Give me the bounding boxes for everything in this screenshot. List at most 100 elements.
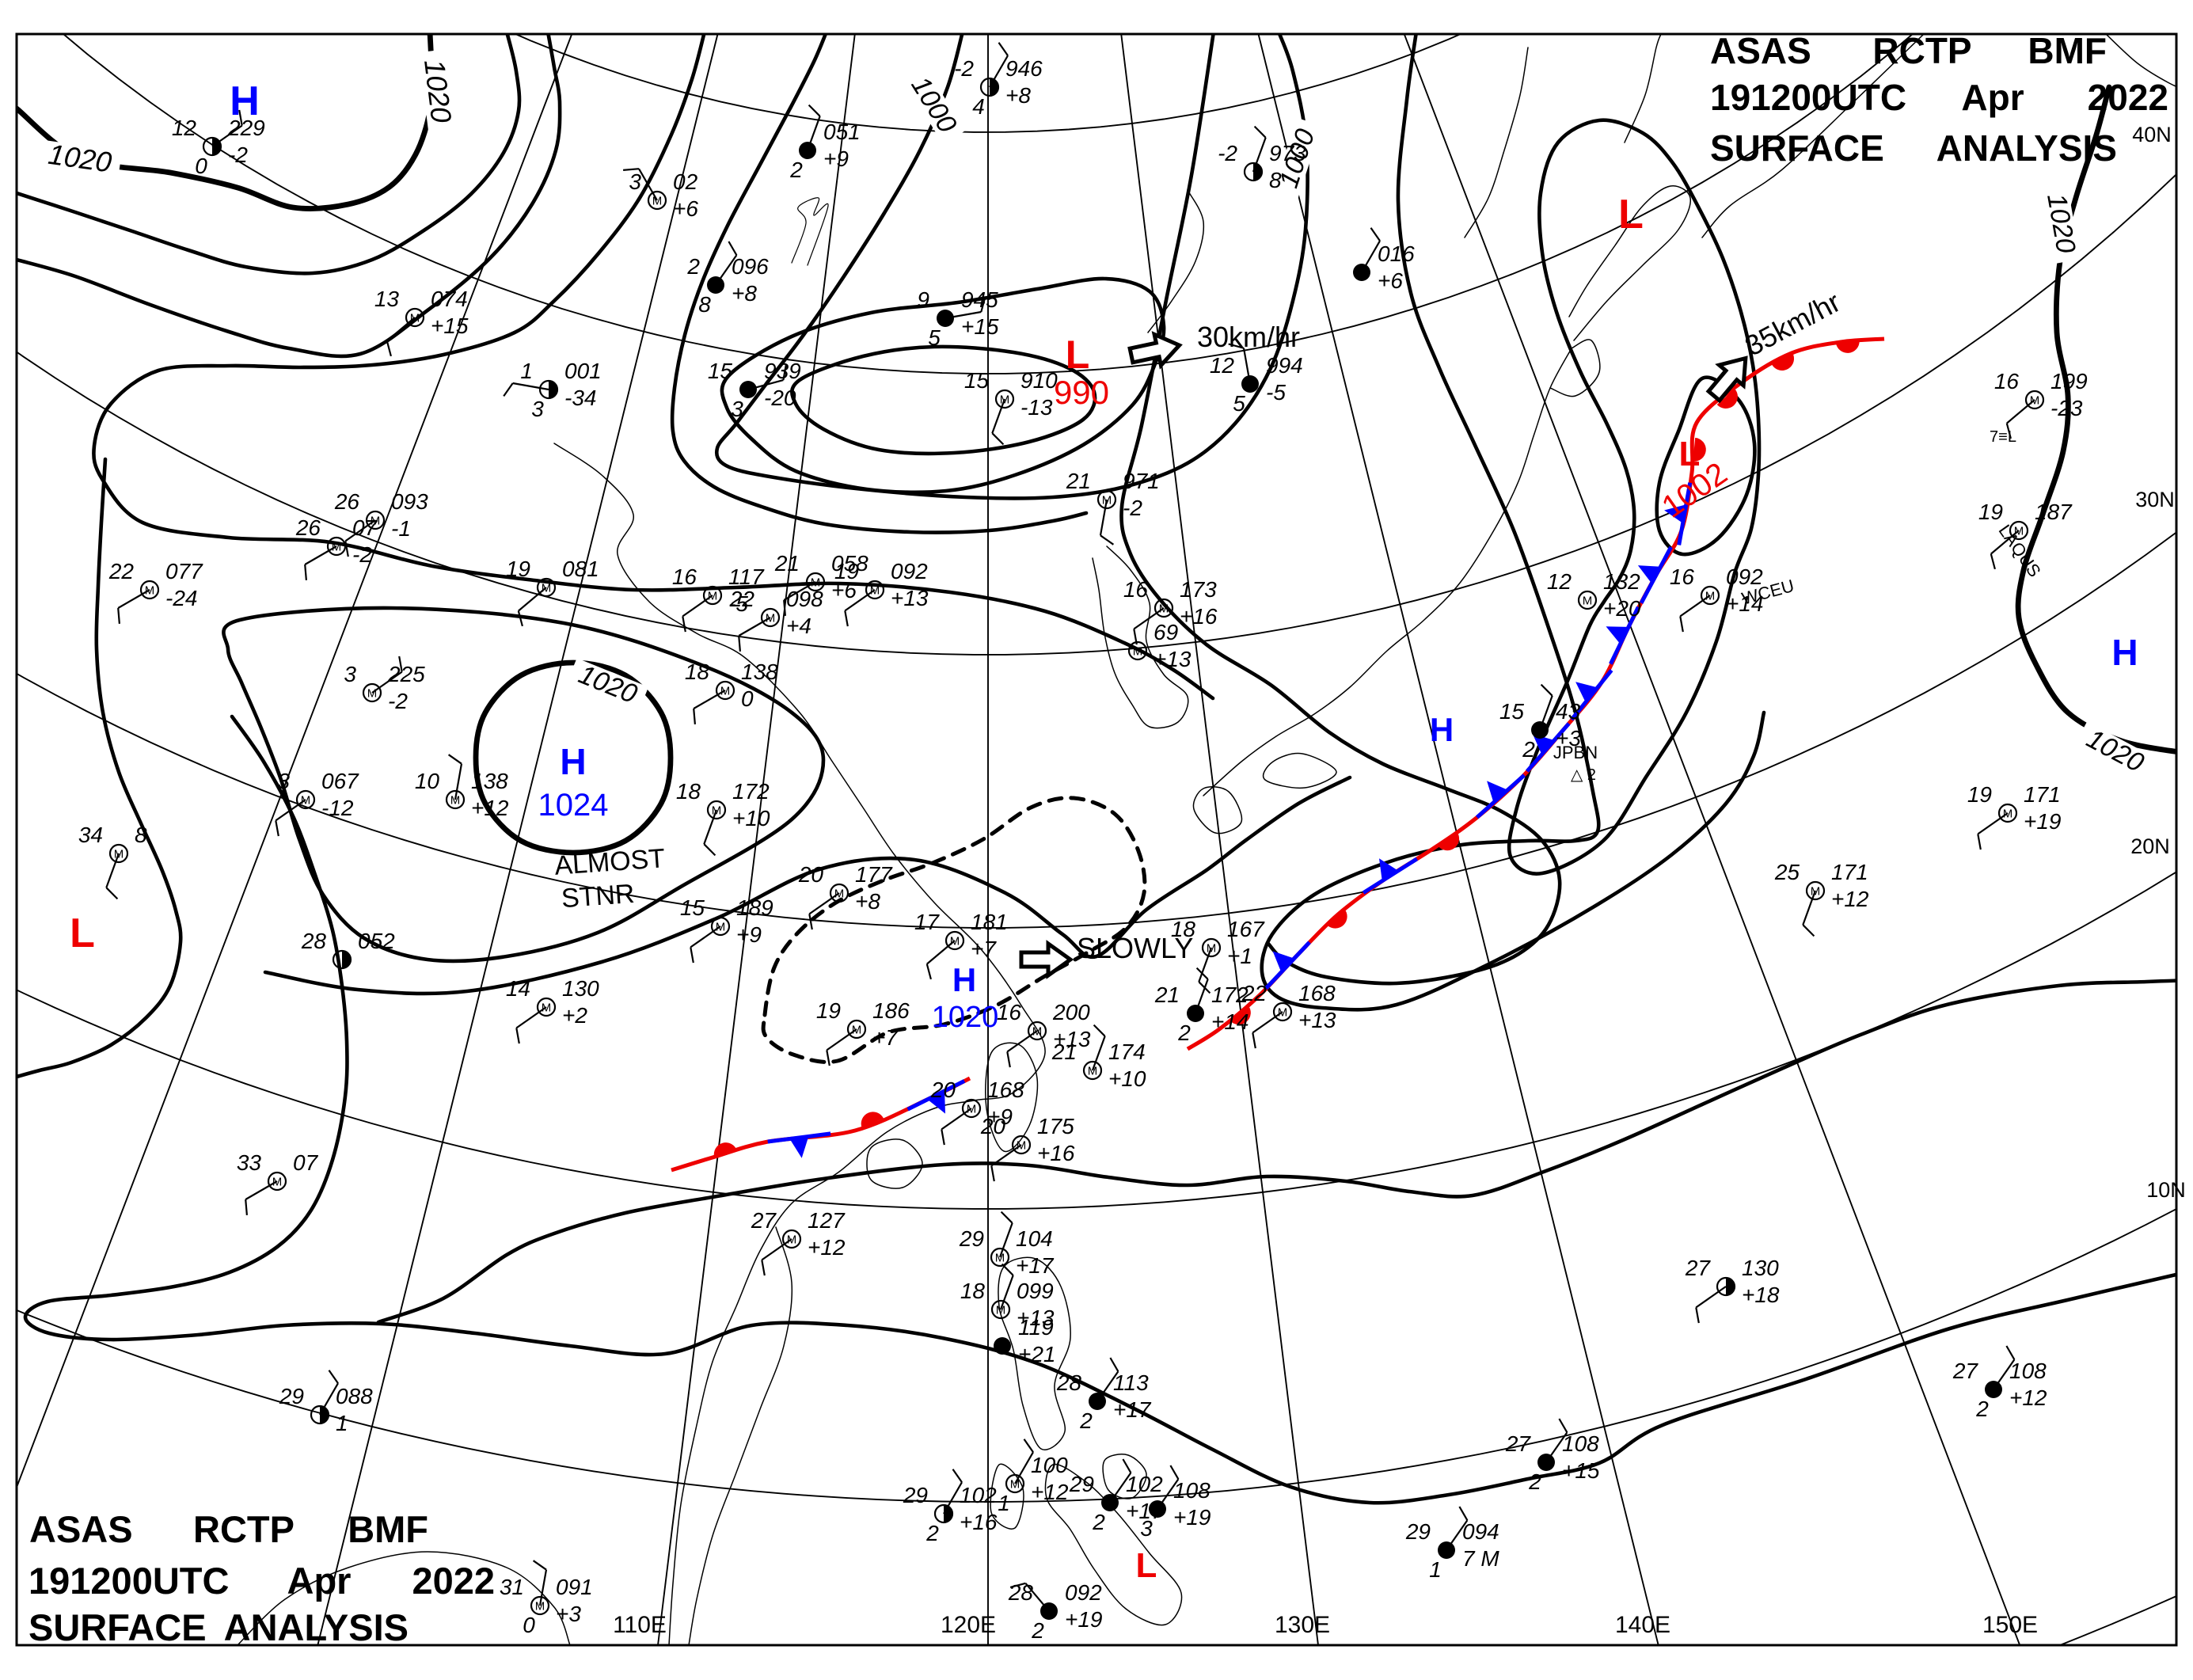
svg-text:18: 18 xyxy=(685,659,710,684)
svg-text:138: 138 xyxy=(741,659,778,684)
svg-text:26: 26 xyxy=(295,515,321,540)
svg-text:RCTP: RCTP xyxy=(193,1508,295,1550)
svg-text:22: 22 xyxy=(1241,981,1268,1005)
svg-text:973: 973 xyxy=(1269,141,1306,165)
svg-text:-2: -2 xyxy=(388,689,408,713)
svg-text:+16: +16 xyxy=(1180,604,1218,629)
svg-text:096: 096 xyxy=(732,254,769,279)
svg-text:M: M xyxy=(995,1252,1005,1265)
svg-text:27: 27 xyxy=(1952,1359,1979,1383)
svg-text:+8: +8 xyxy=(1005,83,1031,108)
svg-text:+21: +21 xyxy=(1018,1342,1056,1366)
svg-text:-5: -5 xyxy=(1266,380,1286,405)
svg-text:16: 16 xyxy=(672,564,697,589)
svg-text:16: 16 xyxy=(1994,369,2020,393)
svg-text:+13: +13 xyxy=(891,586,929,610)
svg-text:138: 138 xyxy=(471,769,508,793)
svg-text:102: 102 xyxy=(960,1483,997,1507)
svg-text:+3: +3 xyxy=(556,1602,581,1626)
svg-text:RCTP: RCTP xyxy=(1872,30,1971,71)
svg-text:+9: +9 xyxy=(987,1104,1013,1129)
svg-text:971: 971 xyxy=(1123,469,1160,493)
svg-text:3: 3 xyxy=(277,769,290,793)
svg-text:20: 20 xyxy=(980,1114,1006,1138)
svg-text:2: 2 xyxy=(1528,1469,1541,1494)
svg-text:1020: 1020 xyxy=(932,1001,999,1034)
svg-text:+15: +15 xyxy=(431,314,469,338)
svg-text:+3: +3 xyxy=(1556,726,1581,751)
svg-text:15: 15 xyxy=(964,368,990,393)
svg-text:168: 168 xyxy=(1298,981,1336,1005)
svg-text:ANALYSIS: ANALYSIS xyxy=(224,1606,409,1648)
svg-text:L: L xyxy=(1679,435,1701,473)
svg-text:1020: 1020 xyxy=(418,58,458,124)
svg-text:994: 994 xyxy=(1266,353,1303,378)
svg-text:2: 2 xyxy=(1975,1397,1989,1421)
svg-text:+7: +7 xyxy=(971,937,997,961)
svg-text:181: 181 xyxy=(971,910,1008,934)
svg-text:0: 0 xyxy=(523,1613,535,1637)
svg-text:H: H xyxy=(1430,711,1454,748)
svg-text:ASAS: ASAS xyxy=(29,1508,133,1550)
svg-text:0: 0 xyxy=(195,154,207,178)
svg-text:+16: +16 xyxy=(1037,1141,1075,1165)
svg-text:+12: +12 xyxy=(1031,1480,1069,1504)
svg-text:25: 25 xyxy=(1774,860,1800,884)
svg-text:+13: +13 xyxy=(1017,1306,1055,1330)
svg-text:1: 1 xyxy=(1429,1557,1442,1582)
svg-text:19: 19 xyxy=(1967,782,1992,807)
svg-text:-2: -2 xyxy=(1123,496,1142,520)
svg-text:21: 21 xyxy=(1066,469,1091,493)
svg-text:229: 229 xyxy=(227,116,265,140)
svg-text:016: 016 xyxy=(1378,241,1415,266)
svg-text:34: 34 xyxy=(78,823,103,847)
svg-text:STNR: STNR xyxy=(561,879,636,914)
svg-text:-1: -1 xyxy=(391,516,411,541)
svg-text:+14: +14 xyxy=(1726,591,1764,616)
svg-text:+16: +16 xyxy=(960,1510,998,1534)
svg-text:07: 07 xyxy=(293,1150,319,1175)
svg-text:BMF: BMF xyxy=(2028,30,2107,71)
svg-text:8: 8 xyxy=(1269,168,1282,192)
svg-text:186: 186 xyxy=(872,998,910,1023)
svg-text:H: H xyxy=(2111,632,2138,673)
svg-text:113: 113 xyxy=(1113,1370,1149,1395)
svg-text:7 M: 7 M xyxy=(1462,1546,1499,1571)
svg-text:H: H xyxy=(230,78,260,124)
svg-text:+10: +10 xyxy=(1108,1066,1146,1091)
svg-text:12: 12 xyxy=(1210,353,1235,378)
svg-text:081: 081 xyxy=(562,557,599,581)
svg-text:8: 8 xyxy=(135,823,147,847)
svg-text:15: 15 xyxy=(1499,699,1525,724)
svg-text:187: 187 xyxy=(2035,500,2073,524)
svg-text:M: M xyxy=(367,687,378,701)
svg-text:1: 1 xyxy=(336,1411,348,1435)
svg-text:-2: -2 xyxy=(954,56,974,81)
svg-text:M: M xyxy=(450,794,461,808)
svg-text:225: 225 xyxy=(387,662,425,686)
svg-text:27: 27 xyxy=(751,1208,777,1233)
svg-text:3: 3 xyxy=(344,662,356,686)
svg-text:+9: +9 xyxy=(823,146,849,171)
svg-text:092: 092 xyxy=(1726,564,1763,589)
svg-text:191200UTC: 191200UTC xyxy=(29,1560,229,1602)
svg-text:29: 29 xyxy=(1405,1519,1431,1544)
svg-text:ANALYSIS: ANALYSIS xyxy=(1936,127,2117,169)
svg-text:27: 27 xyxy=(1685,1256,1712,1280)
svg-text:69: 69 xyxy=(1154,620,1178,644)
svg-text:3: 3 xyxy=(531,397,544,421)
svg-text:117: 117 xyxy=(728,564,765,589)
svg-text:40N: 40N xyxy=(2132,123,2172,146)
svg-text:21: 21 xyxy=(774,551,800,576)
svg-text:+19: +19 xyxy=(2024,809,2062,834)
svg-text:140E: 140E xyxy=(1615,1612,1670,1638)
svg-text:12: 12 xyxy=(172,116,197,140)
svg-text:18: 18 xyxy=(676,779,701,804)
svg-text:21: 21 xyxy=(1051,1040,1077,1064)
svg-text:16: 16 xyxy=(1123,577,1149,602)
svg-text:18: 18 xyxy=(960,1279,986,1303)
svg-text:3: 3 xyxy=(731,397,743,421)
svg-text:Apr: Apr xyxy=(287,1560,352,1602)
svg-text:30N: 30N xyxy=(2135,488,2175,511)
svg-text:130: 130 xyxy=(562,976,599,1001)
